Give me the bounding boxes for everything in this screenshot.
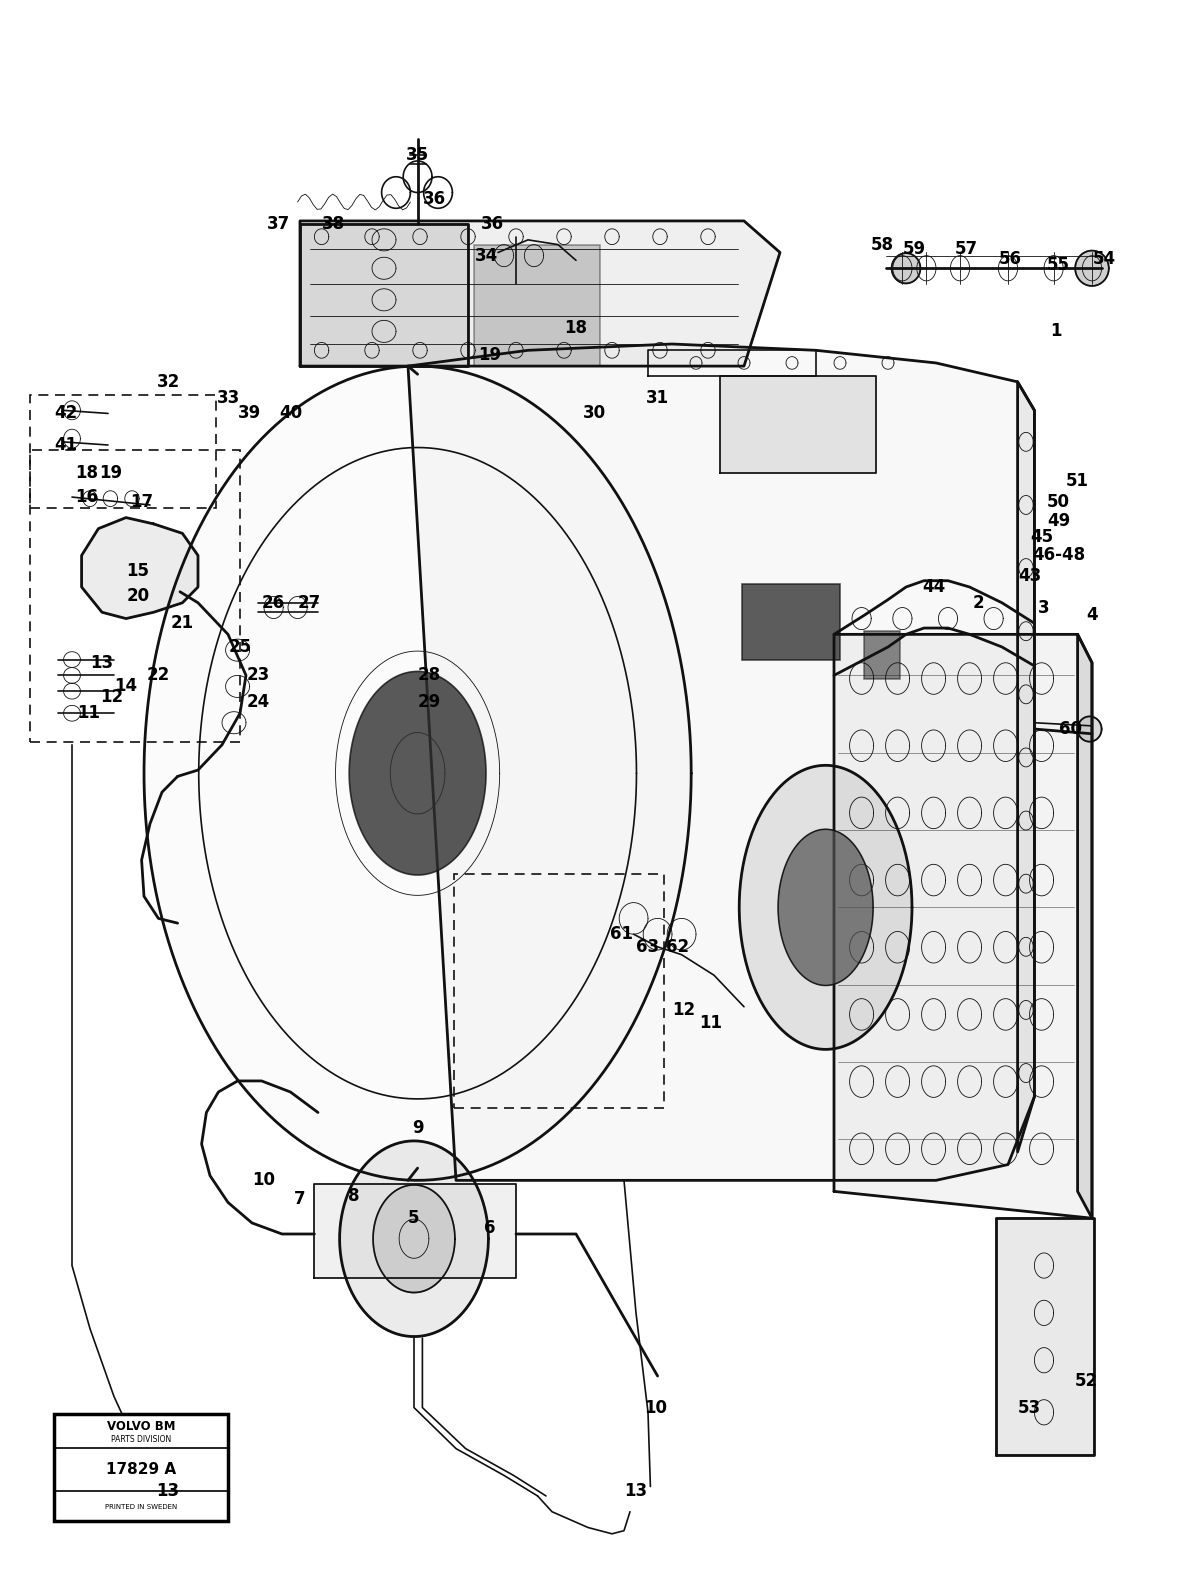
Text: 10: 10 [252, 1171, 276, 1190]
Text: 5: 5 [408, 1209, 420, 1228]
Text: 50: 50 [1046, 492, 1070, 511]
Polygon shape [720, 376, 876, 473]
Polygon shape [1018, 382, 1034, 1152]
Text: 26: 26 [262, 593, 286, 612]
Text: 28: 28 [418, 666, 442, 685]
Text: 30: 30 [582, 404, 606, 423]
Text: 17: 17 [130, 492, 154, 511]
Polygon shape [1075, 251, 1109, 286]
Polygon shape [474, 245, 600, 366]
Text: 46-48: 46-48 [1032, 546, 1085, 565]
Text: 6: 6 [484, 1218, 496, 1237]
Text: 40: 40 [278, 404, 302, 423]
Text: 19: 19 [98, 464, 122, 483]
Text: 13: 13 [90, 653, 114, 672]
Text: 16: 16 [74, 488, 98, 507]
Text: 11: 11 [698, 1013, 722, 1032]
Text: 9: 9 [412, 1119, 424, 1138]
Polygon shape [82, 518, 198, 619]
Text: 25: 25 [228, 638, 252, 656]
Text: 18: 18 [74, 464, 98, 483]
Text: 36: 36 [422, 189, 446, 208]
Text: 59: 59 [902, 240, 926, 259]
Polygon shape [349, 672, 486, 874]
Text: 58: 58 [870, 235, 894, 254]
Text: 53: 53 [1018, 1398, 1042, 1417]
Text: 57: 57 [954, 240, 978, 259]
Polygon shape [742, 584, 840, 660]
Text: 36: 36 [480, 215, 504, 234]
Text: 39: 39 [238, 404, 262, 423]
Text: 4: 4 [1086, 606, 1098, 625]
Text: 55: 55 [1046, 256, 1070, 275]
Text: 38: 38 [322, 215, 346, 234]
Text: 37: 37 [266, 215, 290, 234]
Text: 2: 2 [972, 593, 984, 612]
Text: 15: 15 [126, 562, 150, 581]
Text: 43: 43 [1018, 567, 1042, 585]
Text: 23: 23 [246, 666, 270, 685]
Text: 1: 1 [1050, 322, 1062, 341]
Polygon shape [1078, 634, 1092, 1218]
Text: 61: 61 [610, 925, 634, 944]
Text: 49: 49 [1046, 511, 1070, 530]
Bar [30, 394, 216, 508]
Text: 51: 51 [1066, 472, 1090, 491]
Text: 62: 62 [666, 937, 690, 956]
Text: 13: 13 [624, 1482, 648, 1501]
Text: 12: 12 [100, 688, 124, 707]
Polygon shape [144, 366, 691, 1180]
Text: 11: 11 [77, 704, 101, 723]
Polygon shape [300, 224, 468, 366]
Text: 44: 44 [922, 578, 946, 596]
Polygon shape [864, 631, 900, 679]
Text: 10: 10 [643, 1398, 667, 1417]
Text: 27: 27 [298, 593, 322, 612]
Text: 41: 41 [54, 436, 78, 454]
Polygon shape [996, 1218, 1094, 1455]
Polygon shape [1078, 716, 1102, 742]
Text: 32: 32 [156, 372, 180, 391]
Text: VOLVO BM: VOLVO BM [107, 1420, 175, 1433]
Text: PARTS DIVISION: PARTS DIVISION [110, 1434, 172, 1444]
Text: 24: 24 [246, 693, 270, 712]
Bar [54, 1414, 228, 1521]
Text: 3: 3 [1038, 598, 1050, 617]
Polygon shape [739, 765, 912, 1049]
Text: 20: 20 [126, 587, 150, 606]
Text: 18: 18 [564, 319, 588, 338]
Polygon shape [892, 252, 920, 284]
Text: 56: 56 [998, 249, 1022, 268]
Text: 8: 8 [348, 1187, 360, 1206]
Text: 45: 45 [1030, 527, 1054, 546]
Text: 7: 7 [294, 1190, 306, 1209]
Text: 19: 19 [478, 346, 502, 365]
Text: 63: 63 [636, 937, 660, 956]
Text: 33: 33 [216, 388, 240, 407]
Polygon shape [778, 830, 874, 985]
Text: 22: 22 [146, 666, 170, 685]
Text: 60: 60 [1058, 720, 1082, 739]
Polygon shape [314, 1184, 516, 1278]
Polygon shape [300, 221, 780, 366]
Text: 34: 34 [474, 246, 498, 265]
Text: 52: 52 [1074, 1371, 1098, 1390]
Polygon shape [408, 344, 1034, 1180]
Text: 31: 31 [646, 388, 670, 407]
Polygon shape [340, 1141, 488, 1337]
Text: 13: 13 [156, 1482, 180, 1501]
Text: 12: 12 [672, 1000, 696, 1019]
Text: 54: 54 [1092, 249, 1116, 268]
Text: 42: 42 [54, 404, 78, 423]
Bar [30, 450, 240, 742]
Text: 29: 29 [418, 693, 442, 712]
Polygon shape [834, 634, 1092, 1218]
Text: 17829 A: 17829 A [106, 1463, 176, 1477]
Text: 14: 14 [114, 677, 138, 696]
Text: PRINTED IN SWEDEN: PRINTED IN SWEDEN [104, 1504, 178, 1510]
Text: 35: 35 [406, 145, 430, 164]
Bar [454, 874, 664, 1108]
Polygon shape [373, 1185, 455, 1292]
Text: 21: 21 [170, 614, 194, 633]
